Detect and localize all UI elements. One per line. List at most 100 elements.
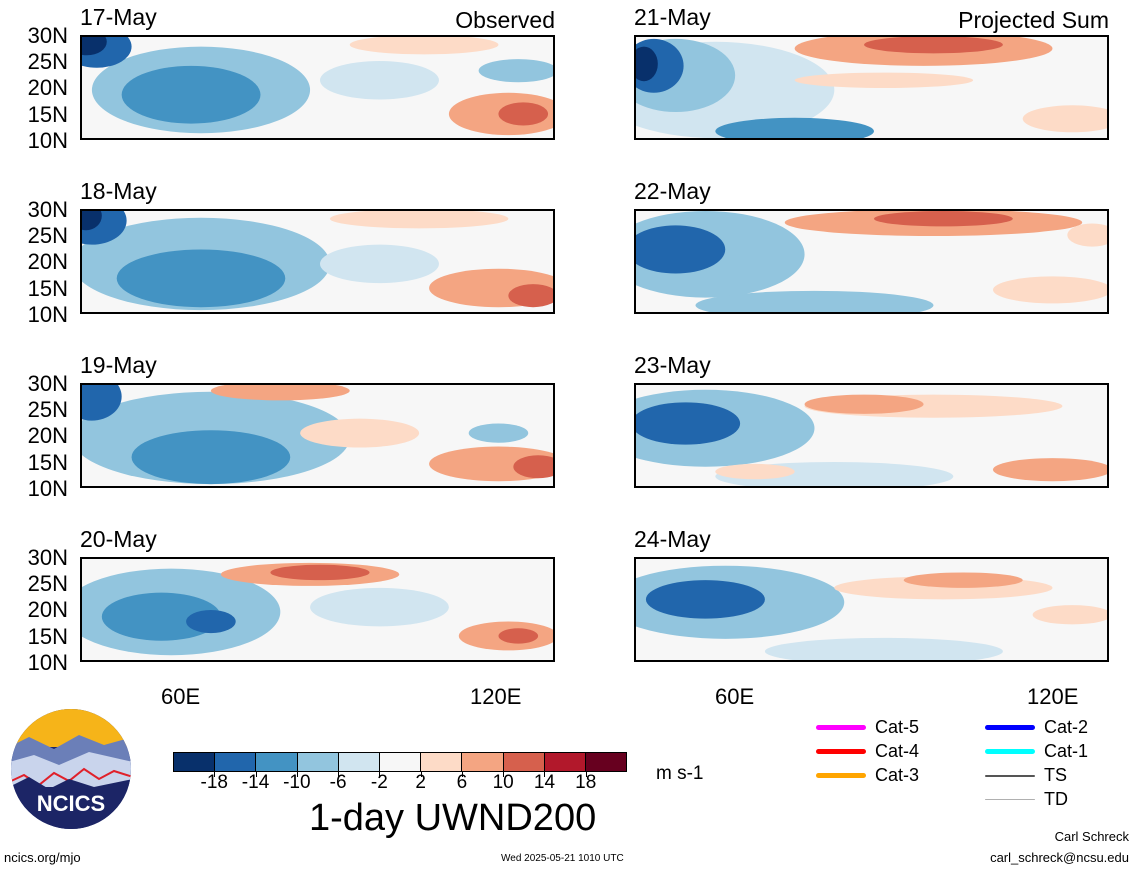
colorbar-tick-mark [255,771,257,777]
lat-label: 30N [27,371,68,396]
lat-label: 10N [27,476,68,501]
colorbar-tick-mark [544,771,546,777]
colorbar-tick-label: 18 [575,772,597,793]
lat-label: 15N [27,450,68,475]
legend-swatch [985,725,1035,730]
lat-label: 25N [27,49,68,74]
colorbar-swatch [503,753,545,771]
legend-label: Cat-2 [1044,717,1089,737]
colorbar-tick-label: 2 [415,772,426,793]
lat-label: 20N [27,597,68,622]
legend-item-cat5: Cat-5 [816,717,919,738]
colorbar-tick-mark [585,771,587,777]
map-panel-17-may: 17-May Observed [80,4,555,178]
legend-item-td: TD [985,789,1068,810]
panel-date: 18-May [80,178,157,204]
legend-item-cat1: Cat-1 [985,741,1088,762]
legend-swatch [816,773,866,778]
unit-label: m s-1 [656,763,704,784]
footer-timestamp: Wed 2025-05-21 1010 UTC [501,853,624,864]
legend-swatch [816,725,866,730]
panel-date: 22-May [634,178,711,204]
colorbar-tick-label: 6 [456,772,468,793]
panel-date: 20-May [80,526,157,552]
lon-label: 60E [161,684,201,709]
colorbar-swatch [297,753,339,771]
legend-item-ts: TS [985,765,1067,786]
colorbar-tick-label: -2 [370,772,388,793]
legend-label: Cat-5 [875,717,920,737]
legend-label: TS [1044,765,1068,785]
lon-label: 120E [470,684,522,709]
legend-label: Cat-1 [1044,741,1089,761]
map-field [80,35,555,140]
footer-author: Carl Schreck [1054,829,1129,844]
lat-label: 10N [27,128,68,153]
colorbar-tick-mark [296,771,298,777]
lat-label: 20N [27,249,68,274]
legend-item-cat3: Cat-3 [816,765,919,786]
map-field [634,35,1109,140]
panel-tag-observed: Observed [455,7,555,33]
colorbar-tick-label: 10 [492,772,514,793]
colorbar-tick-mark [461,771,463,777]
legend-item-cat2: Cat-2 [985,717,1088,738]
panel-date: 24-May [634,526,711,552]
map-panel-23-may: 23-May [634,352,1109,526]
legend-item-cat4: Cat-4 [816,741,919,762]
lat-label: 15N [27,102,68,127]
colorbar-tick-label: -18 [200,772,228,793]
map-panel-18-may: 18-May [80,178,555,352]
map-panel-24-may: 24-May [634,526,1109,700]
legend-swatch [985,749,1035,754]
lat-label: 30N [27,23,68,48]
legend-label: Cat-4 [875,741,920,761]
colorbar-swatch [215,753,257,771]
colorbar-tick-label: -10 [283,772,311,793]
colorbar-swatch [421,753,463,771]
lat-label: 15N [27,624,68,649]
colorbar-swatch [544,753,586,771]
lat-label: 25N [27,223,68,248]
legend-label: TD [1044,789,1068,809]
panel-tag-projected: Projected Sum [958,7,1109,33]
lat-label: 15N [27,276,68,301]
map-panel-21-may: 21-May Projected Sum [634,4,1109,178]
map-field [634,383,1109,488]
map-panel-19-may: 19-May [80,352,555,526]
lat-label: 25N [27,397,68,422]
map-field [634,557,1109,662]
logo-text: NCICS [37,791,105,816]
map-panel-20-may: 20-May [80,526,555,700]
colorbar-swatch [379,753,422,771]
footer-email: carl_schreck@ncsu.edu [990,850,1129,865]
lat-label: 10N [27,650,68,675]
panel-date: 23-May [634,352,711,378]
colorbar-tick-mark [379,771,381,777]
map-panel-22-may: 22-May [634,178,1109,352]
ncics-logo: NCICS [9,707,133,831]
lat-label: 30N [27,197,68,222]
map-field [80,209,555,314]
panel-date: 19-May [80,352,157,378]
colorbar-tick-mark [214,771,216,777]
lat-label: 20N [27,423,68,448]
colorbar-swatch [462,753,504,771]
colorbar-swatch [174,753,216,771]
colorbar-swatch [256,753,298,771]
lat-label: 25N [27,571,68,596]
lon-label: 60E [715,684,755,709]
plot-title: 1-day UWND200 [309,797,597,839]
lon-label: 120E [1027,684,1079,709]
colorbar-tick-label: 14 [533,772,556,793]
map-field [80,383,555,488]
lat-label: 30N [27,545,68,570]
legend-swatch [985,774,1035,777]
map-field [80,557,555,662]
colorbar-tick-label: -6 [329,772,347,793]
map-field [634,209,1109,314]
legend-label: Cat-3 [875,765,920,785]
panel-date: 17-May [80,4,157,30]
colorbar-swatch [585,753,627,771]
footer-url: ncics.org/mjo [4,850,81,865]
